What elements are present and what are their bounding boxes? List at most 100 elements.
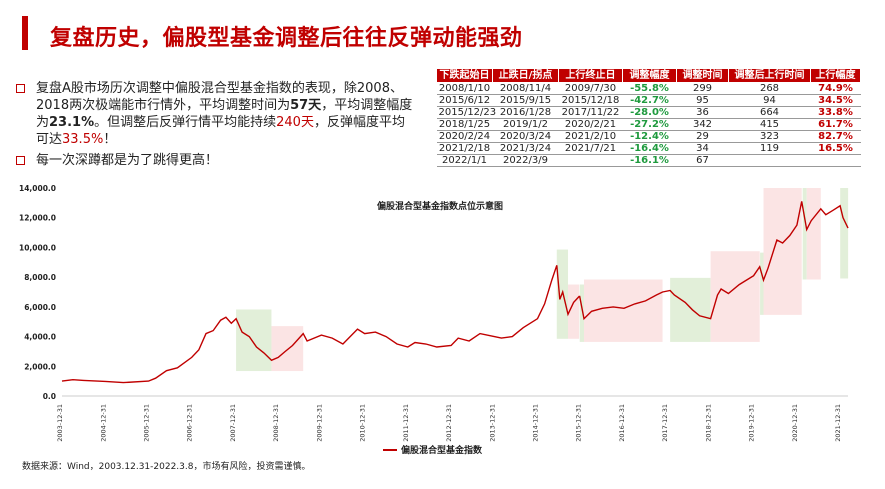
x-tick-label: 2008-12-31 (272, 404, 280, 442)
table-cell: 2016/1/28 (492, 106, 559, 119)
adjustment-period-band (840, 188, 849, 279)
table-cell: 2015/12/23 (436, 106, 497, 119)
table-cell: 2019/1/2 (492, 118, 559, 131)
table-cell: 268 (728, 82, 811, 95)
y-tick-label: 8,000.0 (24, 273, 56, 282)
table-cell: 119 (728, 142, 811, 155)
avg-adjust-days: 57天 (290, 98, 322, 113)
y-tick-label: 2,000.0 (24, 362, 56, 371)
table-cell: -55.8% (622, 82, 677, 95)
table-cell: 2009/7/30 (558, 82, 623, 95)
bullet-list: 复盘A股市场历次调整中偏股混合型基金指数的表现，除2008、2018两次极端能市… (16, 80, 416, 173)
y-axis: 0.0 2,000.0 4,000.0 6,000.0 8,000.0 10,000.0 1… (19, 184, 56, 401)
y-tick-label: 6,000.0 (24, 303, 56, 312)
adjustment-stats-table: 下跌起始日 止跌日/拐点 上行终止日 调整幅度 调整时间 调整后上行时间 上行幅… (436, 68, 861, 167)
table-cell: -28.0% (622, 106, 677, 119)
table-cell: 323 (728, 130, 811, 143)
rebound-period-band (271, 326, 304, 372)
series-line (61, 201, 849, 384)
table-cell: 415 (728, 118, 811, 131)
table-cell: 2020/3/24 (492, 130, 559, 143)
table-cell: 2017/11/22 (558, 106, 623, 119)
table-row: 2015/12/23 2016/1/28 2017/11/22 -28.0% 3… (436, 106, 861, 119)
chart-title: 偏股混合型基金指数点位示意图 (377, 200, 503, 212)
page-title: 复盘历史，偏股型基金调整后往往反弹动能强劲 (50, 26, 523, 51)
x-tick-label: 2012-12-31 (445, 404, 453, 442)
adjustment-period-band (802, 188, 807, 280)
table-header-cell: 调整时间 (676, 68, 729, 83)
table-row: 2021/2/18 2021/3/24 2021/7/21 -16.4% 34 … (436, 142, 861, 155)
x-axis: 2003-12-31 2004-12-31 2005-12-31 2006-12-31… (56, 395, 848, 442)
rebound-period-band (806, 188, 821, 280)
avg-rebound-pct: 33.5% (62, 132, 104, 147)
data-source-note: 数据来源：Wind，2003.12.31-2022.3.8，市场有风险，投资需谨… (22, 462, 311, 472)
table-cell: 16.5% (810, 142, 861, 155)
table-cell: 664 (728, 106, 811, 119)
table-header-cell: 调整后上行时间 (728, 68, 811, 83)
table-cell: 2021/2/18 (436, 142, 493, 155)
table-cell: 34.5% (810, 94, 861, 107)
bullet-text: 每一次深蹲都是为了跳得更高！ (36, 153, 219, 168)
y-tick-label: 4,000.0 (24, 333, 56, 342)
x-tick-label: 2021-12-31 (834, 404, 842, 442)
table-row: 2015/6/12 2015/9/15 2015/12/18 -42.7% 95… (436, 94, 861, 107)
table-row: 2022/1/1 2022/3/9 -16.1% 67 (436, 154, 861, 167)
table-cell: 74.9% (810, 82, 861, 95)
table-cell: 2020/2/21 (558, 118, 623, 131)
table-cell: 2015/9/15 (492, 94, 559, 107)
table-cell: 2020/2/24 (436, 130, 493, 143)
y-tick-label: 0.0 (43, 392, 56, 401)
y-tick-label: 12,000.0 (19, 214, 56, 223)
table-cell: 299 (676, 82, 729, 95)
table-header-cell: 上行幅度 (810, 68, 861, 83)
square-bullet-icon (16, 156, 25, 165)
table-cell (728, 154, 811, 167)
x-tick-label: 2016-12-31 (618, 404, 626, 442)
table-header-cell: 上行终止日 (558, 68, 623, 83)
x-tick-label: 2014-12-31 (531, 404, 539, 442)
table-cell: 36 (676, 106, 729, 119)
table-cell: 95 (676, 94, 729, 107)
table-row: 2018/1/25 2019/1/2 2020/2/21 -27.2% 342 … (436, 118, 861, 131)
table-header-row: 下跌起始日 止跌日/拐点 上行终止日 调整幅度 调整时间 调整后上行时间 上行幅… (436, 68, 861, 83)
rebound-period-band (583, 279, 663, 342)
table-cell: 2018/1/25 (436, 118, 493, 131)
table-cell: 2008/11/4 (492, 82, 559, 95)
table-cell: 2021/3/24 (492, 142, 559, 155)
avg-rebound-days: 240天 (276, 115, 314, 130)
x-tick-label: 2013-12-31 (488, 404, 496, 442)
table-cell: 2022/1/1 (436, 154, 493, 167)
rebound-period-band (568, 284, 580, 339)
x-tick-label: 2003-12-31 (56, 404, 64, 442)
table-cell: 94 (728, 94, 811, 107)
table-cell: 2015/12/18 (558, 94, 623, 107)
x-tick-label: 2006-12-31 (186, 404, 194, 442)
avg-adjust-pct: 23.1% (49, 115, 95, 130)
y-tick-label: 10,000.0 (19, 243, 56, 252)
rebound-period-band (763, 188, 802, 315)
table-cell: 67 (676, 154, 729, 167)
shaded-regions (236, 188, 849, 372)
bullet-text: 复盘A股市场历次调整中偏股混合型基金指数的表现，除2008、2018两次极端能市… (36, 81, 403, 113)
table-cell: -16.4% (622, 142, 677, 155)
table-header-cell: 调整幅度 (622, 68, 677, 83)
x-tick-label: 2020-12-31 (791, 404, 799, 442)
bullet-text: ！ (103, 132, 117, 147)
bullet-item-slogan: 每一次深蹲都是为了跳得更高！ (16, 152, 416, 169)
table-row: 2020/2/24 2020/3/24 2021/2/10 -12.4% 29 … (436, 130, 861, 143)
table-cell: -12.4% (622, 130, 677, 143)
bullet-item-summary: 复盘A股市场历次调整中偏股混合型基金指数的表现，除2008、2018两次极端能市… (16, 80, 416, 148)
table-cell: 82.7% (810, 130, 861, 143)
bullet-text: ，平均调整幅度为 (36, 98, 413, 130)
x-tick-label: 2015-12-31 (575, 404, 583, 442)
table-cell: -27.2% (622, 118, 677, 131)
x-tick-label: 2017-12-31 (661, 404, 669, 442)
table-cell: 342 (676, 118, 729, 131)
table-cell: 2021/7/21 (558, 142, 623, 155)
legend-label: 偏股混合型基金指数 (401, 444, 483, 456)
fund-index-chart: 0.0 2,000.0 4,000.0 6,000.0 8,000.0 10,000.0 1… (19, 184, 849, 456)
rebound-period-band (710, 251, 760, 342)
table-cell: -42.7% (622, 94, 677, 107)
x-tick-label: 2018-12-31 (704, 404, 712, 442)
x-tick-label: 2010-12-31 (359, 404, 367, 442)
